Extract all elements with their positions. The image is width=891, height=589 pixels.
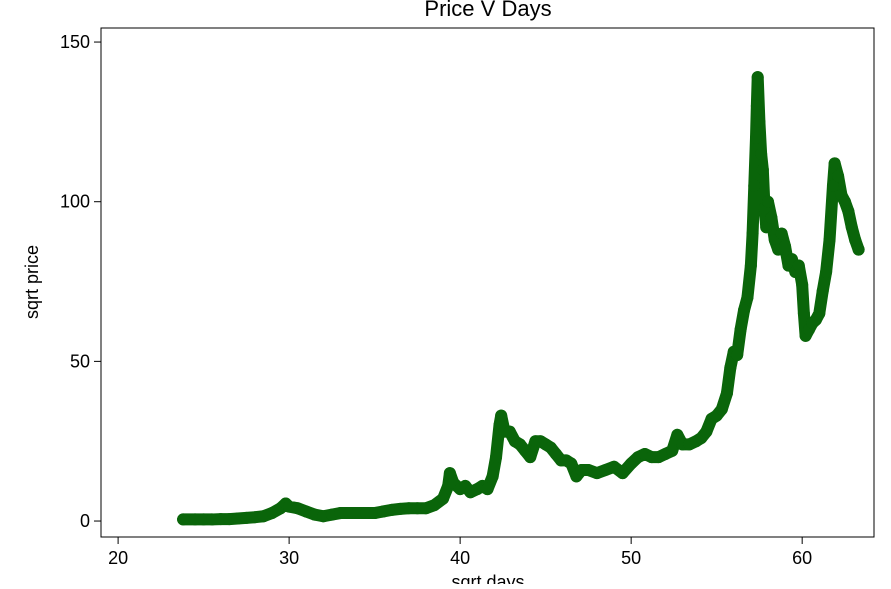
point xyxy=(214,513,227,526)
point xyxy=(700,425,713,438)
x-tick-label: 20 xyxy=(108,548,128,568)
y-tick-label: 0 xyxy=(80,511,90,531)
point xyxy=(524,451,537,464)
point xyxy=(720,387,733,400)
point xyxy=(797,307,810,320)
point xyxy=(351,507,364,520)
point xyxy=(828,157,841,170)
x-axis-label: sqrt days xyxy=(451,572,524,584)
x-tick-label: 50 xyxy=(621,548,641,568)
point xyxy=(481,483,494,496)
point xyxy=(197,513,210,526)
y-tick-label: 150 xyxy=(60,32,90,52)
point xyxy=(751,71,764,84)
point xyxy=(177,513,190,526)
point xyxy=(206,513,219,526)
point xyxy=(760,221,773,234)
chart-title: Price V Days xyxy=(424,0,551,21)
point xyxy=(796,278,809,291)
point xyxy=(342,507,355,520)
x-tick-label: 40 xyxy=(450,548,470,568)
point xyxy=(394,502,407,515)
point xyxy=(749,131,762,144)
point xyxy=(734,323,747,336)
point xyxy=(334,507,347,520)
point xyxy=(443,467,456,480)
y-tick-label: 50 xyxy=(70,351,90,371)
point xyxy=(738,304,751,317)
plot-frame xyxy=(100,27,875,538)
point xyxy=(826,179,839,192)
point xyxy=(746,227,759,240)
point xyxy=(360,507,373,520)
point xyxy=(750,99,763,112)
point xyxy=(240,511,253,524)
point xyxy=(402,502,415,515)
point xyxy=(765,211,778,224)
point xyxy=(792,259,805,272)
point xyxy=(744,259,757,272)
point xyxy=(741,291,754,304)
point xyxy=(845,221,858,234)
y-axis-label: sqrt price xyxy=(22,245,42,319)
point xyxy=(852,243,865,256)
point xyxy=(608,460,621,473)
point xyxy=(428,499,441,512)
point xyxy=(565,457,578,470)
point xyxy=(813,307,826,320)
point xyxy=(849,234,862,247)
point xyxy=(495,409,508,422)
point xyxy=(486,470,499,483)
point xyxy=(666,444,679,457)
point xyxy=(490,451,503,464)
point xyxy=(753,115,766,128)
point xyxy=(842,205,855,218)
x-tick-label: 30 xyxy=(279,548,299,568)
point xyxy=(775,227,788,240)
point xyxy=(503,425,516,438)
x-tick-label: 60 xyxy=(792,548,812,568)
point xyxy=(616,467,629,480)
point xyxy=(671,428,684,441)
point xyxy=(755,147,768,160)
point xyxy=(838,195,851,208)
point xyxy=(724,361,737,374)
point xyxy=(816,285,829,298)
point xyxy=(832,170,845,183)
point xyxy=(189,513,202,526)
point xyxy=(761,195,774,208)
y-tick-label: 100 xyxy=(60,192,90,212)
point xyxy=(820,265,833,278)
point xyxy=(731,348,744,361)
point xyxy=(715,403,728,416)
point xyxy=(231,512,244,525)
point xyxy=(411,502,424,515)
point xyxy=(823,234,836,247)
point xyxy=(748,179,761,192)
point xyxy=(756,163,769,176)
point xyxy=(437,492,450,505)
point xyxy=(779,240,792,253)
point xyxy=(223,513,236,526)
